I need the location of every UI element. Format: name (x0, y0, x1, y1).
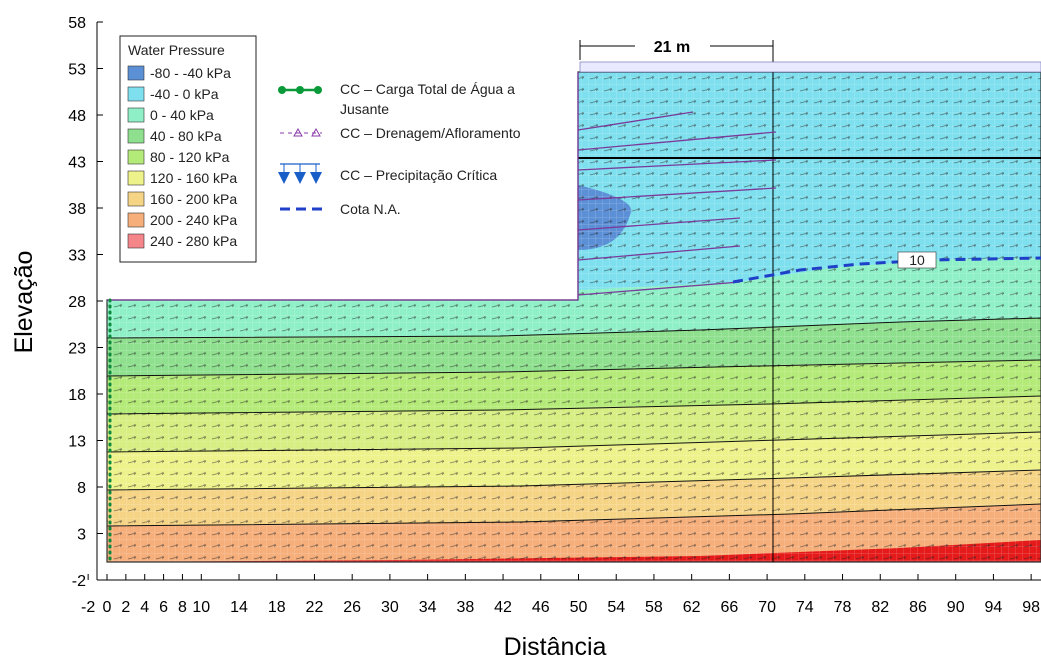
y-tick-label: 23 (68, 341, 86, 358)
x-tick-label: 0 (103, 599, 112, 616)
dimension-marker: 21 m (579, 39, 774, 60)
blue-arrows-symbol (278, 163, 322, 184)
y-axis-title: Elevação (10, 251, 38, 354)
legend-label: 80 - 120 kPa (150, 149, 230, 165)
bc-label-downstream-head: CC – Carga Total de Água a (340, 81, 515, 97)
x-tick-label: 58 (645, 599, 663, 616)
dimension-label: 21 m (654, 39, 690, 56)
purple-triangle-line-symbol (280, 127, 322, 137)
x-tick-label: 82 (871, 599, 889, 616)
boundary-legend: CC – Carga Total de Água a Jusante CC – … (278, 81, 521, 217)
legend-label: 0 - 40 kPa (150, 107, 214, 123)
x-tick-label: 26 (343, 599, 361, 616)
legend-swatch (127, 233, 145, 249)
legend-title: Water Pressure (128, 42, 225, 58)
x-tick-label: 74 (796, 599, 814, 616)
x-tick-label: 22 (306, 599, 324, 616)
x-tick-label: 6 (159, 599, 168, 616)
pressure-zones (107, 72, 1041, 562)
legend-swatch (127, 65, 145, 81)
x-tick-label: 14 (230, 599, 248, 616)
contour-label-box: 10 (897, 251, 937, 269)
legend-swatch (127, 170, 145, 186)
y-tick-label: 58 (68, 15, 86, 32)
x-tick-label: 8 (178, 599, 187, 616)
x-tick-label: 78 (834, 599, 852, 616)
x-tick-label: 46 (532, 599, 550, 616)
x-tick-label: 86 (909, 599, 927, 616)
y-tick-label: 43 (68, 155, 86, 172)
x-tick-label: 34 (419, 599, 437, 616)
legend-label: 240 - 280 kPa (150, 233, 237, 249)
y-tick-label: -2 (72, 573, 86, 590)
bc-label-downstream-head-2: Jusante (340, 101, 389, 117)
x-tick-label: 10 (192, 599, 210, 616)
legend-label: 160 - 200 kPa (150, 191, 237, 207)
y-tick-label: 38 (68, 201, 86, 218)
y-tick-label: 8 (77, 480, 86, 497)
bc-label-water-level: Cota N.A. (340, 201, 401, 217)
y-tick-label: 28 (68, 294, 86, 311)
pressure-legend: Water Pressure -80 - -40 kPa -40 - 0 kPa 0… (119, 35, 257, 263)
x-tick-label: 42 (494, 599, 512, 616)
x-tick-label: 38 (456, 599, 474, 616)
y-tick-label: 33 (68, 248, 86, 265)
legend-label: 40 - 80 kPa (150, 128, 222, 144)
y-tick-label: 18 (68, 387, 86, 404)
legend-swatch (127, 191, 145, 207)
x-tick-label: 18 (268, 599, 286, 616)
bc-label-rainfall: CC – Precipitação Crítica (340, 167, 497, 183)
legend-swatch (127, 212, 145, 228)
x-tick-label: 70 (758, 599, 776, 616)
y-tick-label: 3 (77, 527, 86, 544)
legend-swatch (127, 149, 145, 165)
x-tick-label: 98 (1022, 599, 1040, 616)
contour-label: 10 (909, 252, 925, 268)
x-tick-label: 90 (947, 599, 965, 616)
x-tick-label: -2 (81, 599, 95, 616)
x-tick-label: 54 (607, 599, 625, 616)
x-axis-title: Distância (504, 633, 607, 661)
x-tick-label: 4 (140, 599, 149, 616)
legend-label: 200 - 240 kPa (150, 212, 237, 228)
drains (107, 72, 777, 301)
water-table-line (732, 256, 1041, 284)
x-axis: -2 0 2 4 6 8 10 14 18 22 26 30 34 38 42 46 50 54 58 62 66 70 7… (81, 574, 1041, 616)
legend-swatch (127, 107, 145, 123)
x-tick-label: 2 (121, 599, 130, 616)
x-tick-label: 30 (381, 599, 399, 616)
y-axis: 58 53 48 43 38 33 28 23 18 13 8 3 -2 (68, 15, 103, 590)
y-tick-label: 53 (68, 62, 86, 79)
legend-swatch (127, 128, 145, 144)
x-tick-label: 66 (720, 599, 738, 616)
legend-swatch (127, 86, 145, 102)
rainfall-boundary (579, 61, 1041, 73)
bc-label-drainage: CC – Drenagem/Afloramento (340, 125, 521, 141)
legend-label: -40 - 0 kPa (150, 86, 219, 102)
legend-label: -80 - -40 kPa (150, 65, 231, 81)
x-tick-label: 50 (570, 599, 588, 616)
x-tick-label: 94 (985, 599, 1003, 616)
y-tick-label: 13 (68, 434, 86, 451)
legend-label: 120 - 160 kPa (150, 170, 237, 186)
x-tick-label: 62 (683, 599, 701, 616)
green-dot-line-symbol (278, 86, 322, 94)
y-tick-label: 48 (68, 108, 86, 125)
